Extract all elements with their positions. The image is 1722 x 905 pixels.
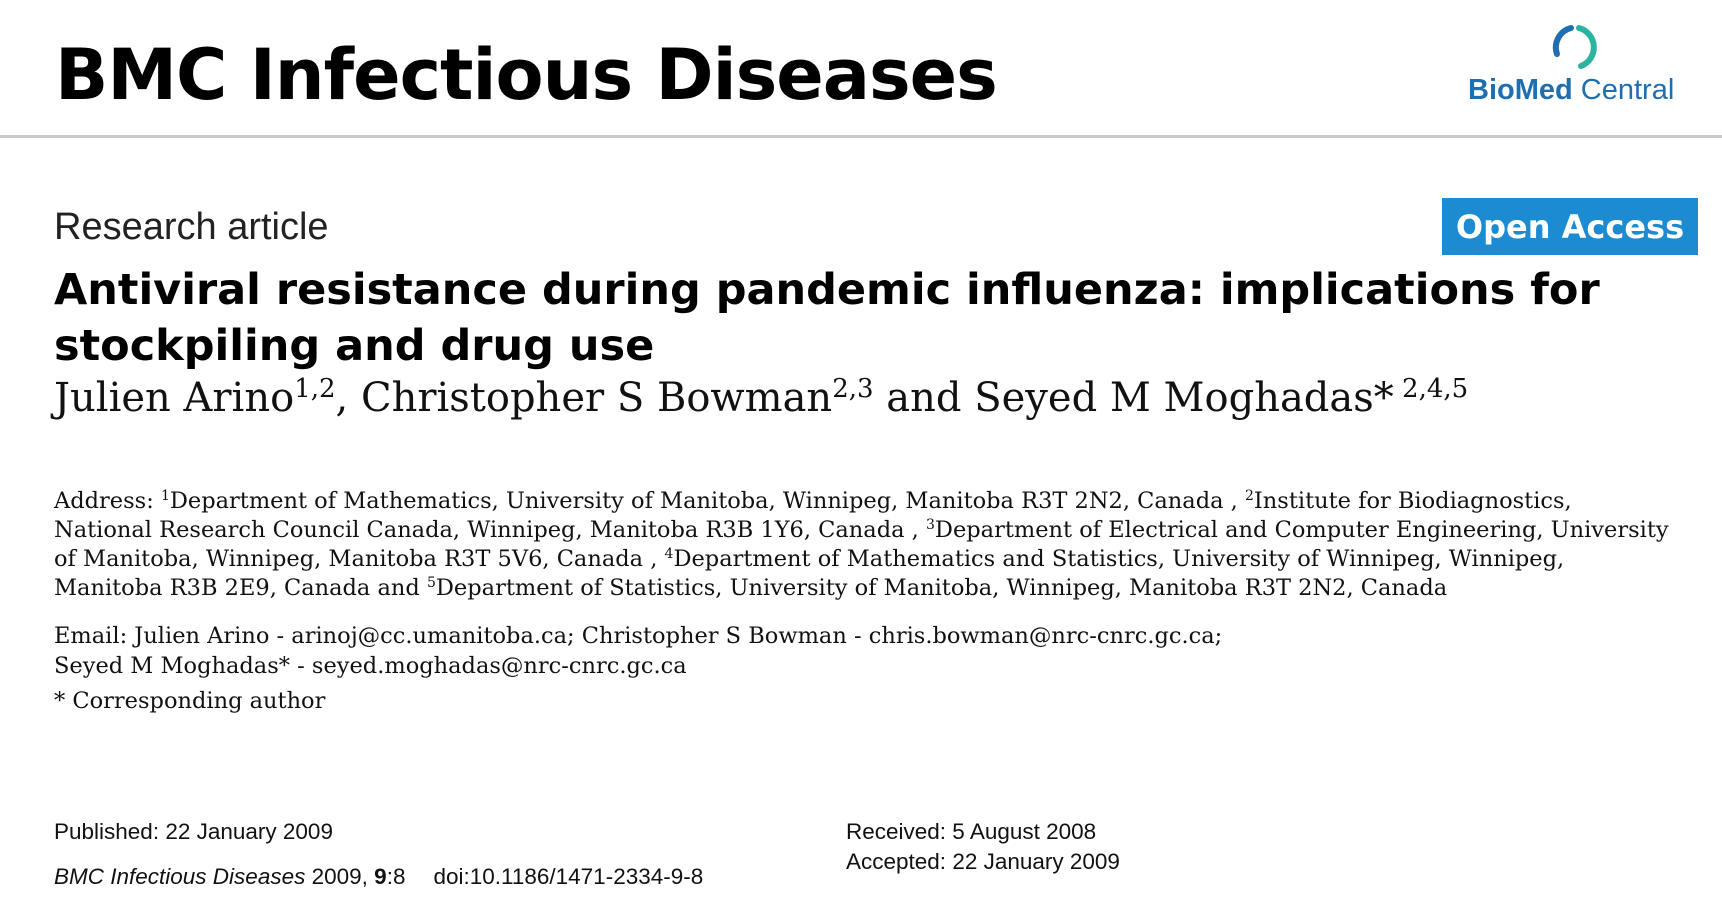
published-date: Published: 22 January 2009 bbox=[54, 817, 333, 847]
biomed-central-logo[interactable]: BioMed Central bbox=[1460, 20, 1680, 110]
article-title: Antiviral resistance during pandemic inf… bbox=[54, 262, 1634, 374]
accepted-date: Accepted: 22 January 2009 bbox=[846, 847, 1120, 877]
citation-journal: BMC Infectious Diseases bbox=[54, 864, 305, 889]
author-affiliation: 2,4,5 bbox=[1394, 374, 1468, 404]
address-block: Address: 1Department of Mathematics, Uni… bbox=[54, 487, 1674, 603]
logo-biomed: BioMed bbox=[1468, 74, 1573, 106]
affiliation-number: 2 bbox=[1245, 488, 1254, 504]
corresponding-author-note: * Corresponding author bbox=[54, 686, 325, 716]
received-date: Received: 5 August 2008 bbox=[846, 817, 1096, 847]
author-name[interactable]: Seyed M Moghadas* bbox=[974, 375, 1394, 421]
doi-link[interactable]: doi:10.1186/1471-2334-9-8 bbox=[433, 864, 703, 889]
email-block: Email: Julien Arino - arinoj@cc.umanitob… bbox=[54, 621, 1674, 681]
author-affiliation: 2,3 bbox=[832, 374, 873, 404]
citation-year: 2009, bbox=[305, 864, 374, 889]
author-separator: , bbox=[336, 375, 361, 421]
author-name[interactable]: Julien Arino bbox=[54, 375, 294, 421]
citation-line: BMC Infectious Diseases 2009, 9:8 doi:10.… bbox=[54, 862, 703, 892]
biomed-central-emblem-icon bbox=[1545, 20, 1605, 72]
address-label: Address: bbox=[54, 488, 161, 514]
affiliation-number: 3 bbox=[926, 517, 935, 533]
email-line[interactable]: Email: Julien Arino - arinoj@cc.umanitob… bbox=[54, 621, 1674, 651]
email-line[interactable]: Seyed M Moghadas* - seyed.moghadas@nrc-c… bbox=[54, 651, 1674, 681]
affiliation-number: 5 bbox=[427, 575, 436, 591]
citation-volume: 9 bbox=[374, 864, 387, 889]
logo-central: Central bbox=[1573, 74, 1675, 106]
open-access-badge: Open Access bbox=[1442, 198, 1698, 255]
author-affiliation: 1,2 bbox=[294, 374, 335, 404]
author-separator: and bbox=[874, 375, 975, 421]
citation-article: :8 bbox=[387, 864, 406, 889]
author-list: Julien Arino1,2, Christopher S Bowman2,3… bbox=[54, 374, 1468, 422]
affiliation-number: 1 bbox=[161, 488, 170, 504]
biomed-central-wordmark: BioMed Central bbox=[1468, 76, 1674, 105]
author-name[interactable]: Christopher S Bowman bbox=[361, 375, 832, 421]
affiliation-text: Department of Statistics, University of … bbox=[436, 575, 1447, 601]
affiliation-text: Department of Mathematics, University of… bbox=[170, 488, 1245, 514]
journal-title: BMC Infectious Diseases bbox=[55, 40, 997, 110]
header-rule bbox=[0, 135, 1722, 138]
article-type: Research article bbox=[54, 208, 329, 246]
